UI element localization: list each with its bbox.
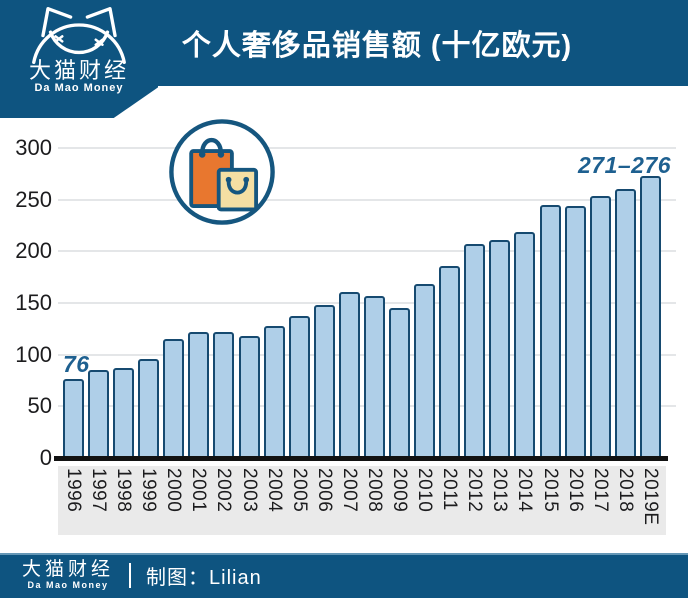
last-bar-value-label: 271–276: [578, 152, 672, 178]
x-axis-year-label: 2005: [288, 468, 310, 513]
x-axis-year-label: 2019E: [639, 468, 661, 526]
x-axis-year-label: 2009: [388, 468, 410, 513]
footer-credit: 制图：Lilian: [146, 567, 262, 589]
bar-2013: [489, 240, 510, 458]
x-axis-year-label: 2014: [513, 468, 535, 513]
x-axis-year-label: 2004: [263, 468, 285, 513]
bar-2018: [615, 189, 636, 458]
x-axis-year-label: 2017: [589, 468, 611, 513]
brand-name-cn: 大猫财经: [28, 58, 129, 83]
bar-1996: [63, 379, 84, 458]
y-axis-tick-label: 150: [15, 290, 52, 315]
x-axis-year-label: 2016: [564, 468, 586, 513]
page-title: 个人奢侈品销售额 (十亿欧元): [181, 30, 573, 62]
bar-2000: [163, 339, 184, 458]
x-axis-year-label: 1996: [62, 468, 84, 513]
bar-2005: [289, 316, 310, 458]
bar-2019E: [640, 176, 661, 458]
bar-2014: [514, 232, 535, 458]
x-axis-year-label: 2008: [363, 468, 385, 513]
bar-2004: [264, 326, 285, 458]
bar-2010: [414, 284, 435, 458]
bar-2003: [239, 336, 260, 458]
bar-1999: [138, 359, 159, 458]
y-axis-tick-label: 200: [15, 238, 52, 264]
x-axis-year-label: 2001: [187, 468, 209, 513]
x-axis-year-label: 2007: [338, 468, 360, 513]
bar-2008: [364, 296, 385, 458]
cat-logo-icon: [32, 7, 126, 64]
footer-divider: [129, 563, 132, 588]
x-axis-year-label: 2003: [238, 468, 260, 513]
bar-1998: [113, 368, 134, 458]
y-axis-tick-label: 50: [27, 393, 52, 419]
x-axis-year-label: 2013: [488, 468, 510, 513]
x-axis-year-label: 2000: [162, 468, 184, 513]
x-axis-year-label: 2012: [463, 468, 485, 513]
y-axis-tick-label: 250: [15, 186, 52, 212]
bar-2015: [540, 205, 561, 458]
y-axis-tick-label: 0: [39, 445, 52, 470]
x-axis-year-label: 2011: [438, 468, 460, 511]
bar-2012: [464, 244, 485, 458]
bar-2007: [339, 292, 360, 458]
first-bar-value-label: 76: [63, 351, 90, 377]
bar-2009: [389, 308, 410, 458]
gridline-250: [58, 198, 676, 201]
gridline-200: [58, 250, 676, 253]
x-axis-year-label: 2010: [413, 468, 435, 513]
x-axis-year-label: 2015: [539, 468, 561, 513]
y-axis-tick-label: 100: [15, 341, 52, 367]
bar-2002: [213, 332, 234, 458]
x-axis-year-label: 1998: [112, 468, 134, 513]
bar-2011: [439, 266, 460, 458]
x-axis-year-label: 1999: [137, 468, 159, 513]
gridline-300: [58, 147, 676, 149]
bar-2017: [590, 196, 611, 458]
bar-2001: [188, 332, 209, 458]
y-axis-tick-label: 300: [15, 135, 52, 160]
x-axis-year-label: 2018: [614, 468, 636, 513]
bar-1997: [88, 370, 109, 458]
footer-brand-en: Da Mao Money: [27, 580, 109, 590]
x-axis-year-label: 1997: [87, 468, 109, 513]
shopping-bags-icon: [169, 119, 275, 225]
brand-name-en: Da Mao Money: [34, 82, 124, 94]
x-axis-year-label: 2006: [313, 468, 335, 513]
footer-bar: 大猫财经 Da Mao Money 制图：Lilian: [0, 553, 688, 598]
x-axis-year-label: 2002: [212, 468, 234, 513]
footer-brand-logo: 大猫财经 Da Mao Money: [22, 560, 114, 591]
x-axis-line: [54, 456, 668, 461]
brand-logo: 大猫财经 Da Mao Money: [0, 0, 158, 118]
footer-brand-cn: 大猫财经: [22, 559, 115, 580]
bar-2016: [565, 206, 586, 458]
bar-2006: [314, 305, 335, 458]
x-axis-label-strip: [58, 466, 666, 535]
